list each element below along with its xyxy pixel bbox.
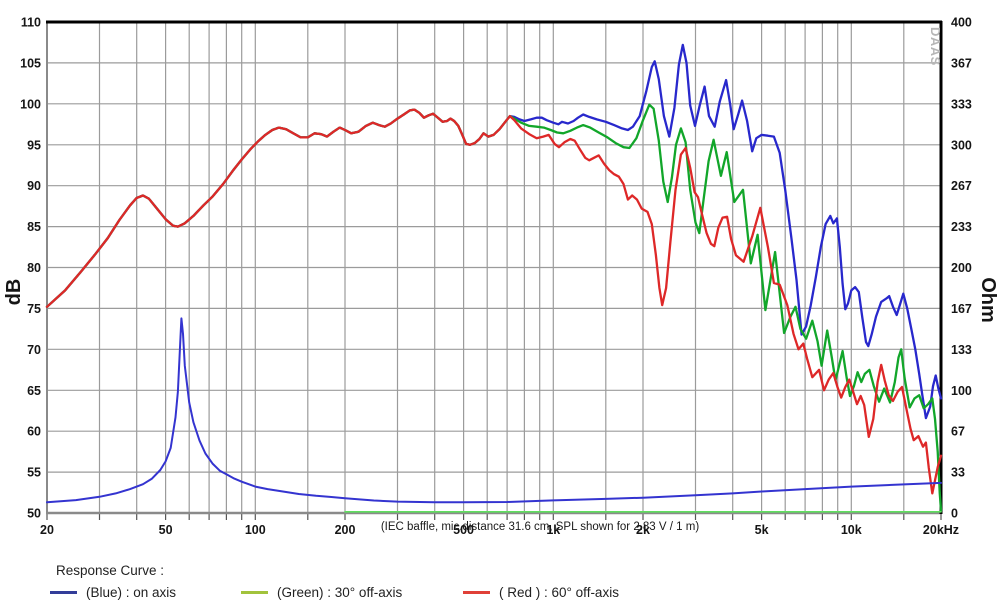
legend-item-green: (Green) : 30° off-axis [241,585,402,600]
right-tick-label: 300 [951,138,972,152]
left-tick-label: 65 [27,384,41,398]
right-tick-label: 67 [951,425,965,439]
x-tick-label: 50 [159,523,173,537]
right-tick-label: 167 [951,302,972,316]
response-chart-svg: 110 105 100 95 90 85 80 75 70 65 60 55 50 400 367 333 30… [3,16,999,538]
legend-item-red: ( Red ) : 60° off-axis [463,585,619,600]
spl-60deg-off-axis [45,108,943,495]
right-tick-label: 100 [951,384,972,398]
right-tick-label: 200 [951,261,972,275]
x-tick-label: 500 [453,523,474,537]
left-tick-label: 50 [27,507,41,521]
left-tick-label: 90 [27,179,41,193]
left-tick-label: 70 [27,343,41,357]
legend-label-green: (Green) : 30° off-axis [277,585,403,600]
left-tick-label: 95 [27,138,41,152]
left-tick-label: 85 [27,220,41,234]
right-tick-label: 267 [951,179,972,193]
right-tick-label: 400 [951,16,972,30]
left-tick-label: 55 [27,466,41,480]
x-tick-label: 100 [245,523,266,537]
x-tick-label: 20 [40,523,54,537]
legend-label-red: ( Red ) : 60° off-axis [499,585,619,600]
right-tick-label: 367 [951,56,972,70]
spl-30deg-off-axis [45,103,943,512]
x-tick-label: 5k [755,523,769,537]
left-tick-label: 80 [27,261,41,275]
blue-line-swatch [50,591,77,594]
x-tick-label: 200 [335,523,356,537]
watermark: DAAS [928,27,943,66]
x-tick-label: 2k [636,523,650,537]
legend-title: Response Curve : [56,563,165,578]
green-line-swatch [241,591,268,594]
left-tick-label: 60 [27,425,41,439]
right-tick-label: 33 [951,466,965,480]
impedance-curve [46,317,942,504]
left-tick-label: 75 [27,302,41,316]
right-tick-label: 333 [951,97,972,111]
left-tick-label: 110 [21,16,41,30]
x-tick-label: 20kHz [923,523,959,537]
right-tick-label: 0 [951,507,958,521]
legend-item-blue: (Blue) : on axis [50,585,176,600]
right-tick-label: 233 [951,220,972,234]
right-axis-title: Ohm [977,277,999,323]
x-tick-label: 1k [546,523,560,537]
left-tick-label: 105 [20,56,41,70]
red-line-swatch [463,591,490,594]
x-tick-label: 10k [841,523,862,537]
legend-label-blue: (Blue) : on axis [86,585,177,600]
left-axis-title: dB [3,279,25,306]
left-tick-label: 100 [20,97,41,111]
right-tick-label: 133 [951,343,972,357]
chart-caption: (IEC baffle, mic.distance 31.6 cm, SPL s… [380,521,700,533]
